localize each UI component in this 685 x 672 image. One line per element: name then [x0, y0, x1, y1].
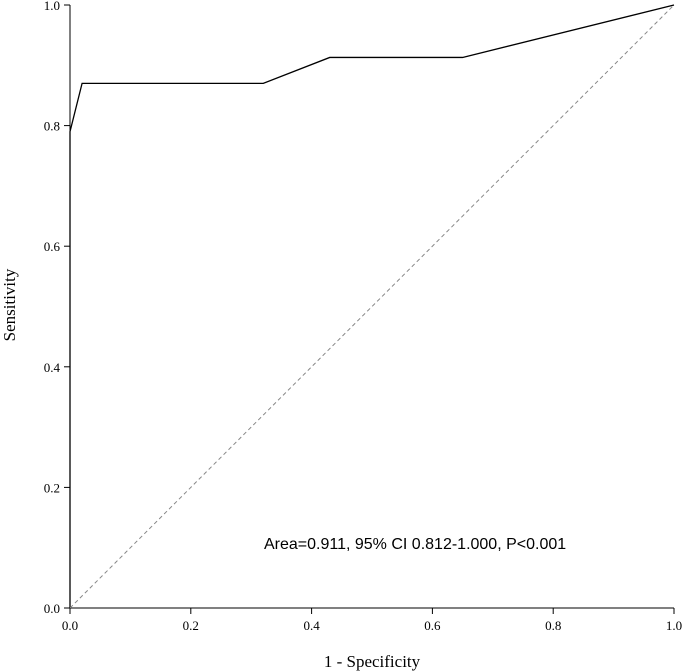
reference-diagonal-line	[69, 4, 675, 609]
roc-curve-line	[69, 4, 675, 608]
x-tick-label: 1.0	[666, 618, 682, 633]
y-tick-label: 0.6	[44, 239, 61, 254]
y-tick-label: 0.2	[44, 480, 60, 495]
y-tick-label: 0.4	[44, 360, 61, 375]
y-axis-title: Sensitivity	[0, 268, 19, 341]
x-tick-label: 0.0	[62, 618, 78, 633]
y-tick-label: 0.8	[44, 119, 60, 134]
series-layer	[69, 4, 675, 609]
y-tick-label: 0.0	[44, 601, 60, 616]
x-tick-label: 0.2	[183, 618, 199, 633]
ticks-layer: 0.0 0.2 0.4 0.6 0.8 1.0 0.0 0.2 0.4 0.6 0.8 1.0	[44, 0, 682, 633]
x-tick-label: 0.4	[303, 618, 320, 633]
auc-annotation: Area=0.911, 95% CI 0.812-1.000, P<0.001	[264, 536, 566, 553]
x-tick-label: 0.6	[424, 618, 441, 633]
x-tick-label: 0.8	[545, 618, 561, 633]
y-tick-label: 1.0	[44, 0, 60, 13]
x-axis-title: 1 - Specificity	[324, 652, 421, 671]
